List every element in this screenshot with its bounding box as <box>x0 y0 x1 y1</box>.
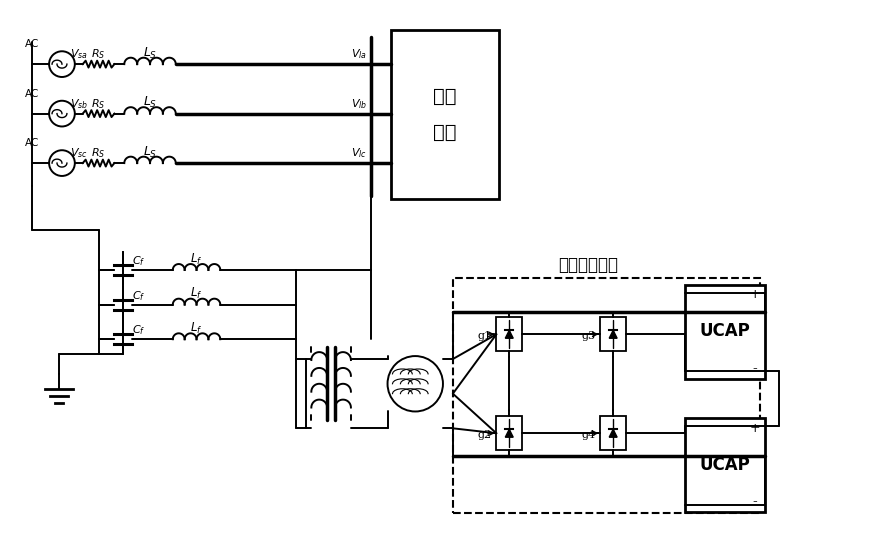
Bar <box>600 318 626 351</box>
Text: $L_S$: $L_S$ <box>143 145 157 160</box>
Text: $V_{lc}$: $V_{lc}$ <box>351 146 367 160</box>
Text: $V_{sa}$: $V_{sa}$ <box>70 48 88 61</box>
Text: 三相: 三相 <box>433 87 457 106</box>
Text: AC: AC <box>25 89 39 99</box>
Text: UCAP: UCAP <box>700 456 751 474</box>
Bar <box>453 278 759 513</box>
Text: $L_f$: $L_f$ <box>190 321 203 336</box>
Text: $L_S$: $L_S$ <box>143 46 157 61</box>
Text: $C_f$: $C_f$ <box>132 324 146 337</box>
Bar <box>496 417 522 450</box>
Text: AC: AC <box>25 40 39 49</box>
Text: $L_f$: $L_f$ <box>190 252 203 266</box>
Bar <box>496 318 522 351</box>
Text: $V_{sc}$: $V_{sc}$ <box>70 146 88 160</box>
Text: +: + <box>749 422 760 435</box>
Text: -: - <box>752 362 757 376</box>
Bar <box>686 419 765 513</box>
Polygon shape <box>505 331 513 338</box>
Text: +: + <box>749 288 760 301</box>
Bar <box>390 30 499 199</box>
Text: $C_f$: $C_f$ <box>132 289 146 303</box>
Text: $C_f$: $C_f$ <box>132 254 146 268</box>
Circle shape <box>49 150 75 176</box>
Text: g1: g1 <box>477 331 492 341</box>
Circle shape <box>388 356 443 412</box>
Text: $V_{la}$: $V_{la}$ <box>351 48 367 61</box>
Text: -: - <box>752 496 757 509</box>
Text: $L_S$: $L_S$ <box>143 95 157 111</box>
Polygon shape <box>505 429 513 437</box>
Text: $V_{lb}$: $V_{lb}$ <box>351 97 367 111</box>
Text: AC: AC <box>25 138 39 148</box>
Text: g2: g2 <box>477 430 492 440</box>
Circle shape <box>49 51 75 77</box>
Text: $R_S$: $R_S$ <box>91 48 106 61</box>
Bar <box>600 417 626 450</box>
Polygon shape <box>610 331 617 338</box>
Circle shape <box>49 101 75 127</box>
Polygon shape <box>610 429 617 437</box>
Text: $V_{sb}$: $V_{sb}$ <box>69 97 88 111</box>
Bar <box>686 285 765 379</box>
Text: 负载: 负载 <box>433 123 457 142</box>
Text: g3: g3 <box>581 331 595 341</box>
Text: $R_S$: $R_S$ <box>91 97 106 111</box>
Text: g4: g4 <box>581 430 595 440</box>
Text: $L_f$: $L_f$ <box>190 286 203 301</box>
Text: UCAP: UCAP <box>700 323 751 340</box>
Text: 电压型逆变器: 电压型逆变器 <box>559 256 618 274</box>
Text: $R_S$: $R_S$ <box>91 146 106 160</box>
